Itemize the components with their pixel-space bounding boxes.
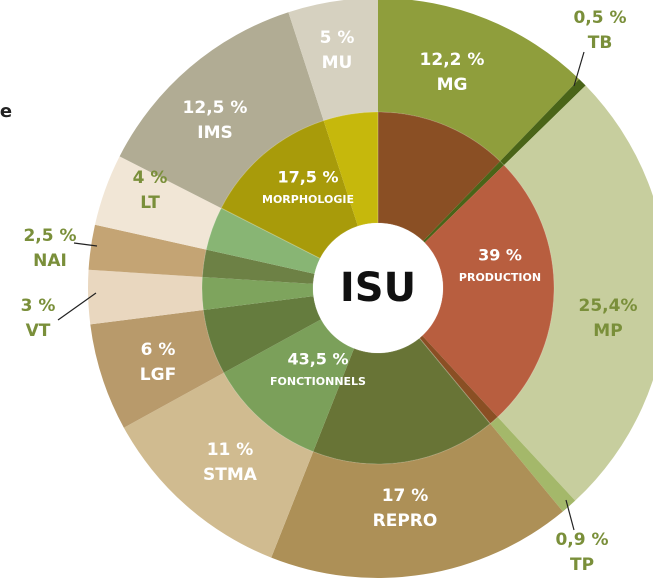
outer-segment (90, 310, 224, 428)
outer-category-label: LT (140, 193, 160, 213)
inner-value-label: 39 % (478, 246, 522, 265)
outer-value-label: 0,5 % (573, 8, 626, 28)
outer-segment (271, 423, 563, 578)
outer-segment (88, 224, 207, 277)
leader-line (57, 292, 97, 321)
outer-value-label: 12,2 % (420, 50, 485, 70)
partial-text: e (0, 101, 12, 122)
inner-sub-segment (423, 161, 505, 243)
outer-category-label: MP (593, 321, 622, 341)
leader-line (73, 242, 98, 247)
outer-value-label: 3 % (21, 296, 56, 316)
inner-value-label: 43,5 % (287, 350, 348, 369)
outer-category-label: REPRO (373, 511, 438, 531)
outer-segment (288, 0, 378, 121)
inner-category-label: PRODUCTION (459, 271, 541, 284)
inner-value-label: 17,5 % (277, 168, 338, 187)
outer-segment (123, 372, 314, 558)
outer-value-label: 2,5 % (23, 226, 76, 246)
inner-sub-segment (323, 112, 378, 227)
outer-segment (88, 269, 204, 325)
outer-value-label: 4 % (133, 168, 168, 188)
inner-category-label: FONCTIONNELS (270, 375, 366, 388)
inner-sub-segment (422, 165, 554, 418)
outer-segment (119, 12, 324, 209)
outer-value-label: 25,4% (579, 296, 638, 316)
inner-sub-segment (378, 112, 501, 242)
outer-category-label: IMS (197, 123, 233, 143)
inner-sub-segment (203, 296, 322, 373)
outer-category-label: NAI (33, 251, 67, 271)
outer-segment (500, 79, 586, 166)
center-circle (313, 223, 443, 353)
outer-value-label: 11 % (207, 440, 254, 460)
outer-segment (490, 417, 576, 512)
outer-segment (497, 85, 653, 501)
outer-segment (378, 0, 580, 162)
outer-category-label: TB (588, 33, 613, 53)
outer-category-label: VT (26, 321, 51, 341)
outer-value-label: 5 % (320, 28, 355, 48)
inner-sub-segment (419, 335, 498, 424)
outer-value-label: 0,9 % (555, 530, 608, 550)
inner-sub-segment (202, 276, 314, 311)
inner-sub-segment (313, 338, 491, 464)
outer-category-label: MU (322, 53, 353, 73)
inner-sub-segment (221, 120, 358, 259)
inner-sub-segment (223, 319, 355, 452)
outer-segment (94, 156, 222, 250)
inner-sub-segment (202, 249, 315, 284)
leader-line (573, 51, 585, 87)
center-label: ISU (340, 265, 416, 311)
outer-category-label: STMA (203, 465, 258, 485)
outer-category-label: LGF (140, 365, 176, 385)
outer-category-label: TP (570, 555, 594, 575)
inner-category-label: MORPHOLOGIE (262, 193, 354, 206)
outer-value-label: 12,5 % (183, 98, 248, 118)
inner-sub-segment (206, 208, 321, 274)
outer-value-label: 6 % (141, 340, 176, 360)
outer-value-label: 17 % (382, 486, 429, 506)
outer-category-label: MG (437, 75, 468, 95)
leader-line (565, 499, 575, 531)
